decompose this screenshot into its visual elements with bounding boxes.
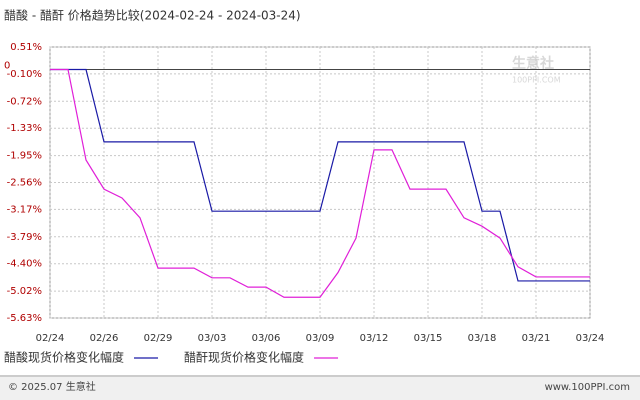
- y-tick-label: -4.40%: [7, 259, 42, 270]
- x-tick-label: 03/15: [414, 333, 443, 344]
- y-tick-label: -5.02%: [7, 286, 42, 297]
- watermark: 生意社: [512, 55, 554, 72]
- y-tick-label: -0.10%: [7, 69, 42, 80]
- y-tick-label: -5.63%: [7, 313, 42, 324]
- y-tick-label: -1.95%: [7, 151, 42, 162]
- y-tick-label: -2.56%: [7, 178, 42, 189]
- series-line: [50, 68, 590, 298]
- x-tick-label: 03/12: [360, 333, 389, 344]
- y-tick-label: -1.33%: [7, 123, 42, 134]
- zero-label: 0: [4, 61, 10, 72]
- footer-site: www.100PPI.com: [545, 382, 630, 393]
- y-tick-label: -0.72%: [7, 96, 42, 107]
- x-tick-label: 02/24: [36, 333, 65, 344]
- x-tick-label: 02/26: [90, 333, 119, 344]
- y-tick-label: -3.79%: [7, 232, 42, 243]
- x-tick-label: 03/09: [306, 333, 335, 344]
- x-tick-label: 03/24: [576, 333, 605, 344]
- footer-copyright: © 2025.07 生意社: [8, 380, 96, 393]
- chart-title: 醋酸 - 醋酐 价格趋势比较(2024-02-24 - 2024-03-24): [4, 8, 301, 23]
- y-tick-label: -3.17%: [7, 204, 42, 215]
- x-tick-label: 03/21: [522, 333, 551, 344]
- legend-label: 醋酸现货价格变化幅度: [4, 350, 124, 365]
- series-line: [50, 68, 590, 282]
- y-tick-label: 0.51%: [10, 42, 42, 53]
- legend-label: 醋酐现货价格变化幅度: [184, 350, 304, 365]
- x-tick-label: 02/29: [144, 333, 173, 344]
- x-tick-label: 03/03: [198, 333, 227, 344]
- x-tick-label: 03/06: [252, 333, 281, 344]
- x-tick-label: 03/18: [468, 333, 497, 344]
- footer-bar: [0, 377, 640, 400]
